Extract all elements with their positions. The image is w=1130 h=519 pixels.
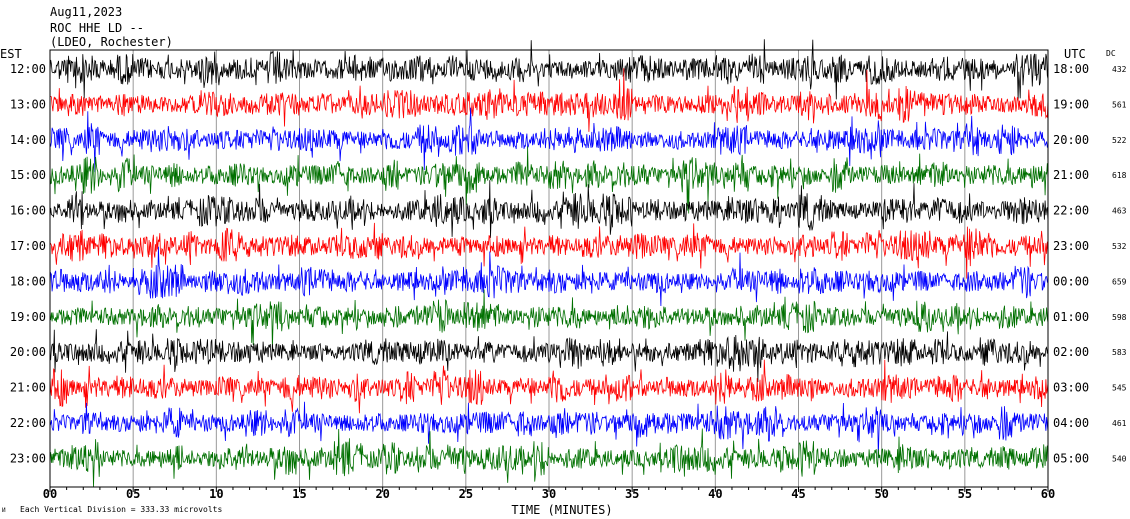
trace-line [49, 180, 1049, 238]
utc-hour-label: 18:00 [1053, 62, 1089, 76]
x-tick-label: 40 [708, 487, 722, 501]
trace-line [49, 289, 1049, 350]
x-tick-label: 30 [542, 487, 556, 501]
dc-label: DC [1106, 49, 1116, 58]
dc-offset-value: 598 [1112, 313, 1127, 322]
dc-offset-value: 432 [1112, 65, 1127, 74]
utc-label: UTC [1064, 47, 1086, 61]
dc-offset-value: 659 [1112, 277, 1127, 286]
dc-offset-value: 532 [1112, 242, 1127, 251]
x-tick-label: 05 [126, 487, 140, 501]
utc-hour-label: 04:00 [1053, 416, 1089, 430]
station-label: ROC HHE LD -- [50, 21, 144, 35]
est-hour-label: 15:00 [10, 168, 46, 182]
est-hour-label: 18:00 [10, 274, 46, 288]
est-hour-label: 20:00 [10, 345, 46, 359]
est-hour-label: 16:00 [10, 204, 46, 218]
scale-text: Each Vertical Division = 333.33 microvol… [20, 505, 222, 514]
utc-hour-label: 21:00 [1053, 168, 1089, 182]
footer-mark: И [2, 507, 6, 514]
x-tick-label: 35 [625, 487, 639, 501]
utc-hour-label: 02:00 [1053, 345, 1089, 359]
trace-line [49, 68, 1049, 132]
trace-line [49, 359, 1049, 414]
x-tick-label: 60 [1041, 487, 1055, 501]
x-tick-label: 00 [43, 487, 57, 501]
est-hour-label: 22:00 [10, 416, 46, 430]
est-hour-label: 14:00 [10, 133, 46, 147]
date-label: Aug11,2023 [50, 5, 122, 19]
dc-offset-value: 463 [1112, 207, 1127, 216]
x-tick-label: 20 [375, 487, 389, 501]
x-tick-label: 25 [459, 487, 473, 501]
dc-offset-value: 618 [1112, 171, 1127, 180]
dc-offset-value: 522 [1112, 136, 1127, 145]
dc-offset-value: 561 [1112, 100, 1127, 109]
est-hour-label: 13:00 [10, 97, 46, 111]
utc-hour-label: 03:00 [1053, 381, 1089, 395]
utc-hour-label: 05:00 [1053, 451, 1089, 465]
utc-hour-label: 00:00 [1053, 274, 1089, 288]
trace-line [49, 329, 1049, 383]
est-hour-label: 23:00 [10, 451, 46, 465]
est-hour-label: 21:00 [10, 381, 46, 395]
trace-line [49, 401, 1049, 459]
utc-hour-label: 20:00 [1053, 133, 1089, 147]
trace-line [49, 146, 1049, 214]
est-hour-label: 12:00 [10, 62, 46, 76]
x-tick-label: 55 [958, 487, 972, 501]
x-axis-title: TIME (MINUTES) [511, 503, 612, 517]
utc-hour-label: 22:00 [1053, 204, 1089, 218]
trace-line [49, 428, 1049, 488]
trace-line [49, 246, 1049, 307]
network-label: (LDEO, Rochester) [50, 35, 173, 49]
est-hour-label: 19:00 [10, 310, 46, 324]
dc-offset-value: 583 [1112, 348, 1127, 357]
utc-hour-label: 01:00 [1053, 310, 1089, 324]
utc-hour-label: 19:00 [1053, 97, 1089, 111]
dc-offset-value: 461 [1112, 419, 1127, 428]
utc-hour-label: 23:00 [1053, 239, 1089, 253]
est-label: EST [0, 47, 22, 61]
x-tick-label: 50 [874, 487, 888, 501]
x-tick-label: 10 [209, 487, 223, 501]
est-hour-label: 17:00 [10, 239, 46, 253]
x-tick-label: 45 [791, 487, 805, 501]
trace-line [49, 107, 1049, 173]
trace-line [49, 222, 1049, 279]
dc-offset-value: 540 [1112, 454, 1127, 463]
dc-offset-value: 545 [1112, 384, 1127, 393]
trace-line [49, 39, 1049, 101]
x-tick-label: 15 [292, 487, 306, 501]
